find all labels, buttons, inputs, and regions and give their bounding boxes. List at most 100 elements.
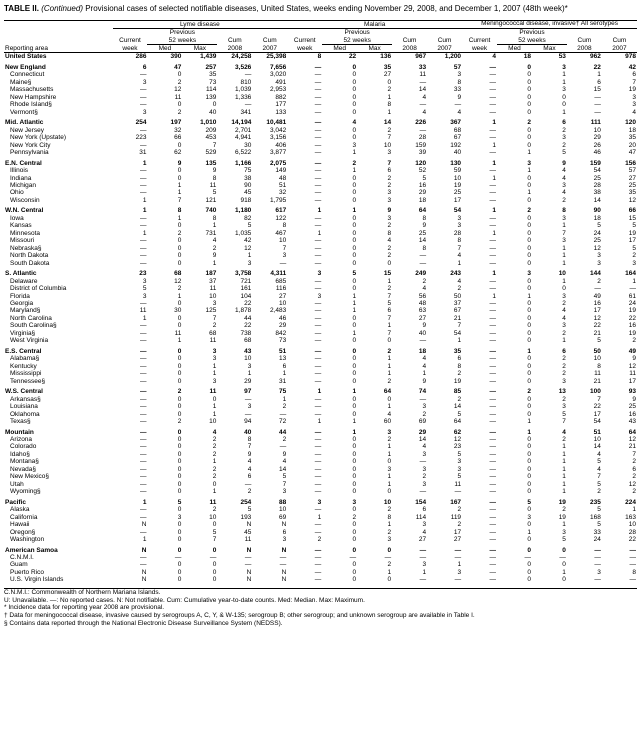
data-cell: 11 (182, 285, 217, 292)
data-cell: 29 (217, 378, 252, 385)
data-cell: 2 (182, 466, 217, 473)
table-row: Minnesota127311,03546710825281072419 (4, 230, 637, 237)
data-cell: — (113, 451, 148, 458)
data-cell: 1 (497, 348, 532, 355)
data-cell: 51 (252, 348, 287, 355)
data-cell: 7 (357, 134, 392, 141)
h-2008-2: 2008 (392, 45, 427, 53)
data-cell: 1 (497, 429, 532, 436)
data-cell: 0 (497, 197, 532, 204)
data-cell: — (217, 71, 252, 78)
data-cell: — (462, 443, 497, 450)
data-cell: 9 (532, 160, 567, 167)
data-cell: — (113, 363, 148, 370)
area-name: C.N.M.I. (4, 554, 113, 561)
data-cell: 617 (252, 207, 287, 214)
data-cell: 0 (147, 458, 182, 465)
data-cell: 1,180 (217, 207, 252, 214)
data-cell: 21 (427, 315, 462, 322)
data-cell: — (252, 260, 287, 267)
area-name: New York (Upstate) (4, 134, 113, 141)
area-name: Wyoming§ (4, 488, 113, 495)
data-cell: — (602, 561, 637, 568)
data-cell: — (287, 451, 322, 458)
data-cell: 2 (532, 363, 567, 370)
area-name: North Carolina (4, 315, 113, 322)
data-cell: 1 (113, 160, 148, 167)
data-table: Reporting area Lyme disease Malaria Meni… (4, 20, 637, 584)
data-cell: 0 (497, 561, 532, 568)
h-wk-2: 52 weeks (322, 37, 392, 45)
data-cell: 2 (532, 197, 567, 204)
data-cell: 6 (532, 119, 567, 126)
h-2007-2: 2007 (427, 45, 462, 53)
data-cell: 1 (532, 451, 567, 458)
data-cell: 209 (182, 127, 217, 134)
data-cell: — (287, 554, 322, 561)
data-cell: — (462, 411, 497, 418)
data-cell: — (113, 514, 148, 521)
data-cell: — (462, 134, 497, 141)
data-cell: — (567, 547, 602, 554)
data-cell: 2 (567, 278, 602, 285)
data-cell: 0 (147, 252, 182, 259)
data-cell: 731 (182, 230, 217, 237)
data-cell: 19 (532, 499, 567, 506)
data-cell: 0 (322, 237, 357, 244)
data-cell: 67 (427, 134, 462, 141)
data-cell: 3 (427, 222, 462, 229)
area-name: Wisconsin (4, 197, 113, 204)
data-cell: 111 (567, 119, 602, 126)
data-cell: — (462, 370, 497, 377)
data-cell: 40 (427, 149, 462, 156)
grp-lyme: Lyme disease (113, 20, 288, 28)
data-cell: 17 (567, 307, 602, 314)
table-row: New York City—0730406—3101591921022620 (4, 142, 637, 149)
data-cell: 0 (147, 536, 182, 543)
data-cell: 0 (497, 337, 532, 344)
data-cell: 17 (427, 197, 462, 204)
data-cell: — (567, 109, 602, 116)
data-cell: — (113, 481, 148, 488)
data-cell: 1 (113, 315, 148, 322)
data-cell: 1 (532, 443, 567, 450)
data-cell: 1 (357, 481, 392, 488)
data-cell: 93 (602, 388, 637, 395)
data-cell: 0 (322, 127, 357, 134)
data-cell: 2 (532, 300, 567, 307)
data-cell: 35 (602, 134, 637, 141)
area-name: Rhode Island§ (4, 101, 113, 108)
data-cell: 35 (427, 348, 462, 355)
area-name: Montana§ (4, 458, 113, 465)
data-cell: 8 (427, 363, 462, 370)
data-cell: 11 (147, 94, 182, 101)
data-cell: — (113, 436, 148, 443)
data-cell: 1 (392, 569, 427, 576)
area-name: Indiana (4, 175, 113, 182)
data-cell: — (462, 569, 497, 576)
data-cell: 0 (497, 230, 532, 237)
data-cell: — (602, 576, 637, 583)
data-cell: 1 (287, 418, 322, 425)
data-cell: 20 (602, 142, 637, 149)
data-cell: — (113, 260, 148, 267)
data-cell: 0 (147, 363, 182, 370)
data-cell: 16 (602, 411, 637, 418)
data-cell: 2 (532, 142, 567, 149)
table-row: Colorado—027——01423—011421 (4, 443, 637, 450)
data-cell: 72 (252, 418, 287, 425)
data-cell: 0 (322, 230, 357, 237)
data-cell: — (182, 554, 217, 561)
data-cell: 25 (602, 182, 637, 189)
table-row: Montana§—0144—00—3—0152 (4, 458, 637, 465)
data-cell: — (287, 71, 322, 78)
area-name: Louisiana (4, 403, 113, 410)
data-cell: — (287, 167, 322, 174)
data-cell: — (602, 554, 637, 561)
data-cell: 224 (602, 499, 637, 506)
data-cell: 33 (392, 64, 427, 71)
data-cell: 17 (567, 411, 602, 418)
data-cell: 0 (357, 337, 392, 344)
table-row: Wisconsin171219181,795—031817—021412 (4, 197, 637, 204)
section-header-row: S. Atlantic23681873,7584,311351524924313… (4, 270, 637, 277)
